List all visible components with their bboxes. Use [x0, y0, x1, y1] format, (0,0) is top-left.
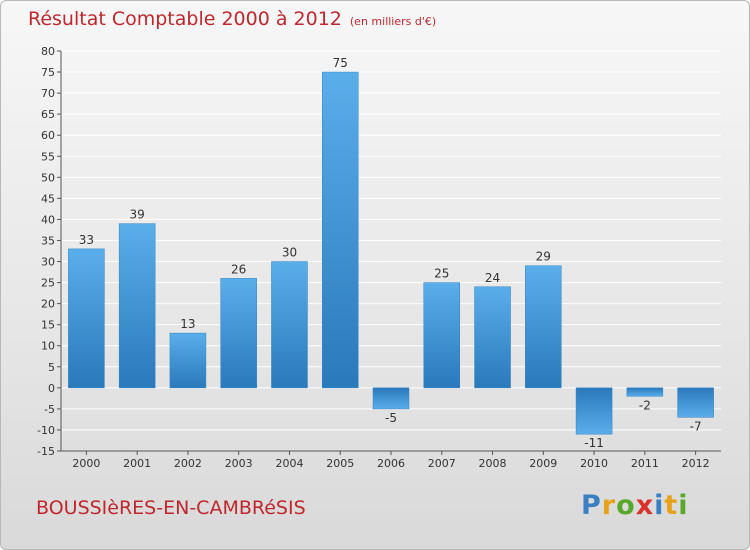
- x-tick-label-2008: 2008: [479, 457, 507, 470]
- proxiti-logo[interactable]: Proxiti: [581, 490, 689, 521]
- logo-letter: P: [581, 490, 602, 521]
- commune-name: BOUSSIèRES-EN-CAMBRéSIS: [36, 497, 306, 519]
- x-tick-label-2006: 2006: [377, 457, 405, 470]
- logo-letter: t: [664, 490, 679, 521]
- bar-2001: [118, 223, 156, 389]
- bar-2006: [372, 387, 410, 410]
- x-tick-label-2001: 2001: [123, 457, 151, 470]
- bar-2007: [423, 282, 461, 389]
- x-tick-label-2009: 2009: [529, 457, 557, 470]
- y-tick-label: 55: [41, 150, 55, 163]
- y-tick-label: -10: [37, 424, 55, 437]
- x-tick-label-2012: 2012: [682, 457, 710, 470]
- x-tick-label-2004: 2004: [275, 457, 303, 470]
- y-tick-label: 80: [41, 45, 55, 58]
- data-label-2007: 25: [434, 267, 449, 281]
- data-label-2004: 30: [282, 246, 297, 260]
- y-tick-label: 30: [41, 256, 55, 269]
- x-tick-label-2011: 2011: [631, 457, 659, 470]
- bar-2002: [169, 332, 207, 389]
- y-tick-label: 20: [41, 298, 55, 311]
- y-tick-label: 75: [41, 66, 55, 79]
- x-tick-label-2003: 2003: [225, 457, 253, 470]
- data-label-2012: -7: [690, 419, 702, 433]
- x-tick-label-2005: 2005: [326, 457, 354, 470]
- y-tick-label: 50: [41, 171, 55, 184]
- data-label-2003: 26: [231, 262, 246, 276]
- data-label-2000: 33: [79, 233, 94, 247]
- bar-2000: [68, 248, 105, 389]
- x-tick-label-2000: 2000: [72, 457, 100, 470]
- y-tick-label: 40: [41, 213, 55, 226]
- y-tick-label: -15: [37, 445, 55, 458]
- bar-2012: [677, 387, 714, 418]
- x-tick-label-2002: 2002: [174, 457, 202, 470]
- logo-letter: i: [678, 490, 689, 521]
- logo-letter: o: [616, 490, 636, 521]
- data-label-2011: -2: [639, 398, 651, 412]
- y-tick-label: -5: [44, 403, 55, 416]
- bar-2010: [575, 387, 613, 435]
- logo-letter: r: [601, 490, 617, 521]
- y-tick-label: 0: [48, 382, 55, 395]
- data-label-2010: -11: [584, 436, 604, 450]
- data-label-2006: -5: [385, 411, 397, 425]
- logo-letter: x: [635, 490, 655, 521]
- data-label-2002: 13: [180, 317, 195, 331]
- x-tick-label-2010: 2010: [580, 457, 608, 470]
- y-tick-label: 60: [41, 129, 55, 142]
- logo-letter: i: [654, 490, 665, 521]
- y-tick-label: 70: [41, 87, 55, 100]
- y-tick-label: 10: [41, 340, 55, 353]
- chart-title: Résultat Comptable 2000 à 2012 (en millie…: [28, 8, 436, 30]
- data-labels: 33 39 13 26 30 75 -5 25 24 29 -11 -2 -7: [79, 56, 702, 450]
- bar-2005: [321, 71, 359, 389]
- data-label-2005: 75: [333, 56, 348, 70]
- bar-2003: [220, 278, 257, 389]
- data-label-2001: 39: [130, 208, 145, 222]
- data-label-2008: 24: [485, 271, 500, 285]
- bar-2009: [525, 265, 562, 389]
- y-tick-label: 65: [41, 108, 55, 121]
- axes: -15 -10 -5 0 5 10 15 20 25 30 35 40 45 50 55 60 65 70 75 80…: [37, 45, 721, 470]
- bars: [68, 71, 714, 435]
- y-tick-label: 35: [41, 234, 55, 247]
- bar-2008: [474, 286, 511, 389]
- chart-subtitle: (en milliers d'€): [349, 15, 437, 28]
- chart-title-text: Résultat Comptable 2000 à 2012: [28, 8, 342, 30]
- data-label-2009: 29: [536, 250, 551, 264]
- x-tick-label-2007: 2007: [428, 457, 456, 470]
- bar-2011: [626, 387, 664, 397]
- y-tick-label: 15: [41, 319, 55, 332]
- y-tick-label: 25: [41, 277, 55, 290]
- bar-2004: [271, 261, 308, 389]
- y-tick-label: 45: [41, 192, 55, 205]
- bar-chart: 33 39 13 26 30 75 -5 25 24 29 -11 -2 -7 -15 -10 -5 0 5 10…: [37, 45, 721, 470]
- y-tick-label: 5: [48, 361, 55, 374]
